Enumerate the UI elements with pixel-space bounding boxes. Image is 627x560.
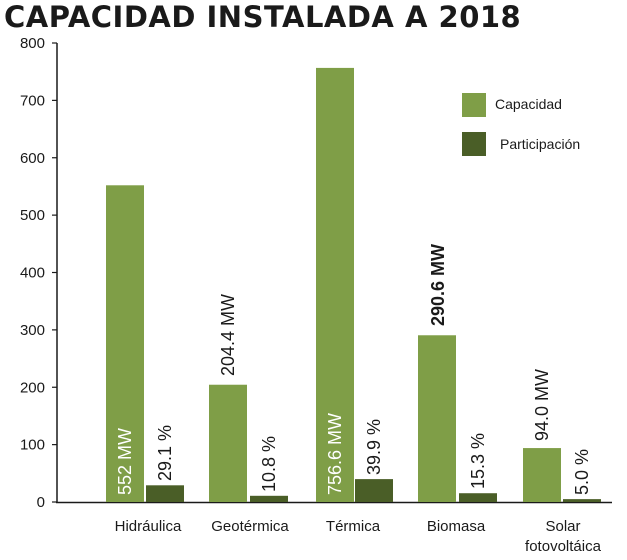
participacion-bar (563, 499, 601, 502)
capacidad-bar (523, 448, 561, 502)
y-tick-label: 400 (20, 265, 45, 282)
capacidad-value-label: 756.6 MW (325, 413, 345, 495)
participacion-value-label: 15.3 % (468, 433, 488, 489)
participacion-bar (355, 479, 393, 502)
category-label: Biomasa (427, 518, 486, 535)
capacidad-bar (106, 185, 144, 503)
category-label: Hidráulica (115, 518, 182, 535)
category-label: Solar (545, 518, 580, 535)
participacion-bar (146, 485, 184, 502)
capacidad-value-label: 290.6 MW (428, 244, 448, 326)
capacidad-value-label: 94.0 MW (532, 369, 552, 441)
legend-swatch-capacidad (462, 93, 486, 117)
participacion-bar (459, 493, 497, 502)
participacion-bar (250, 495, 288, 502)
y-tick-label: 700 (20, 92, 45, 109)
participacion-value-label: 39.9 % (364, 419, 384, 475)
legend-label-capacidad: Capacidad (495, 96, 562, 112)
legend-swatch-participacion (462, 132, 486, 156)
legend-label-participacion: Participación (500, 136, 580, 152)
y-tick-label: 600 (20, 150, 45, 167)
participacion-value-label: 10.8 % (259, 436, 279, 492)
y-tick-label: 200 (20, 379, 45, 396)
capacidad-bar (209, 384, 247, 502)
capacidad-bar (418, 335, 456, 502)
y-tick-label: 300 (20, 322, 45, 339)
y-tick-label: 500 (20, 207, 45, 224)
category-label: Geotérmica (211, 518, 289, 535)
capacidad-value-label: 204.4 MW (218, 294, 238, 376)
capacidad-value-label: 552 MW (115, 428, 135, 495)
participacion-value-label: 29.1 % (155, 425, 175, 481)
y-tick-label: 0 (37, 494, 45, 511)
y-tick-label: 100 (20, 437, 45, 454)
y-tick-label: 800 (20, 35, 45, 52)
capacidad-bar (316, 67, 354, 502)
category-label: fotovoltáica (525, 538, 602, 555)
chart-title: CAPACIDAD INSTALADA A 2018 (4, 0, 522, 34)
participacion-value-label: 5.0 % (572, 449, 592, 495)
category-label: Térmica (326, 518, 381, 535)
